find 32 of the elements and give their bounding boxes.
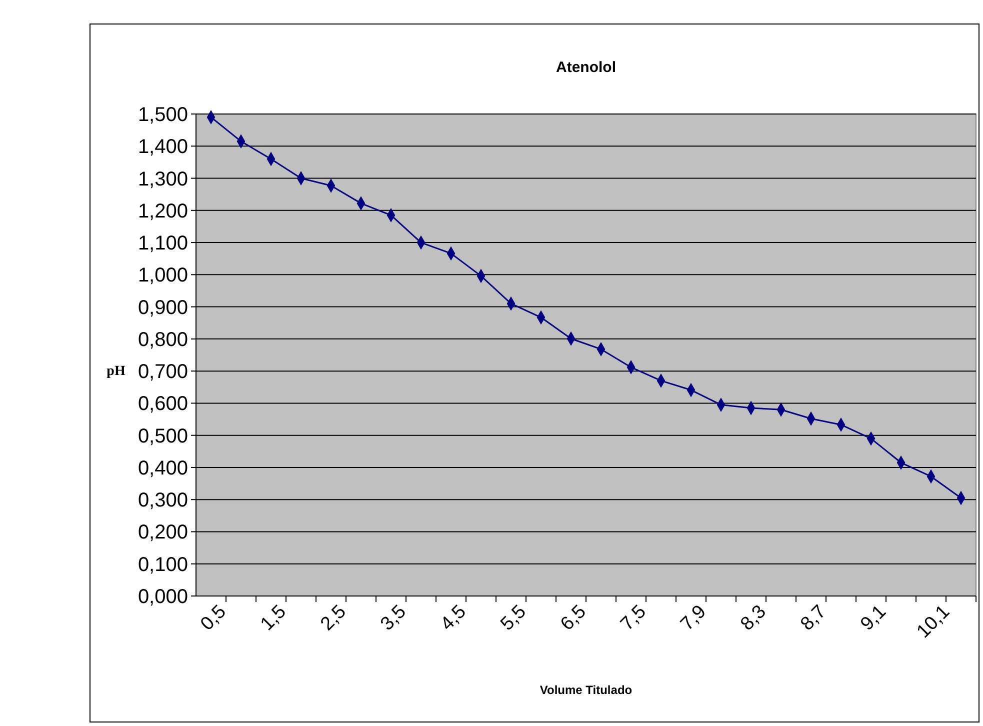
x-tick-label: 0,5 [196, 601, 230, 635]
x-tick-label: 9,1 [856, 601, 890, 635]
x-axis-title: Volume Titulado [540, 683, 632, 697]
y-tick-label: 0,600 [138, 393, 188, 416]
y-tick-label: 1,200 [138, 200, 188, 222]
y-tick-label: 0,800 [138, 328, 188, 351]
x-tick-label: 2,5 [316, 601, 350, 635]
x-tick-label: 5,5 [496, 601, 530, 635]
y-tick-label: 1,000 [138, 264, 188, 287]
y-tick-label: 0,200 [138, 522, 188, 544]
y-tick-label: 0,900 [138, 296, 188, 319]
y-tick-label: 1,300 [138, 168, 188, 190]
x-tick-label: 7,5 [616, 601, 650, 635]
y-tick-label: 1,500 [138, 104, 188, 126]
y-tick-label: 1,100 [138, 232, 188, 255]
y-tick-label: 1,400 [138, 136, 188, 158]
y-axis-title: pH [106, 364, 126, 379]
y-tick-label: 0,300 [138, 490, 188, 512]
x-tick-label: 1,5 [256, 601, 290, 635]
x-tick-label: 10,1 [913, 601, 954, 642]
x-tick-label: 4,5 [436, 601, 470, 635]
y-tick-label: 0,400 [138, 457, 188, 480]
y-tick-label: 0,100 [138, 554, 188, 576]
chart-title: Atenolol [556, 59, 616, 76]
y-tick-label: 0,700 [138, 361, 188, 384]
x-tick-label: 8,3 [736, 601, 770, 635]
x-tick-label: 7,9 [676, 601, 710, 635]
y-tick-label: 0,000 [138, 586, 188, 608]
x-tick-label: 8,7 [796, 601, 830, 635]
y-tick-label: 0,500 [138, 425, 188, 448]
x-tick-label: 3,5 [376, 601, 410, 635]
x-tick-label: 6,5 [556, 601, 590, 635]
